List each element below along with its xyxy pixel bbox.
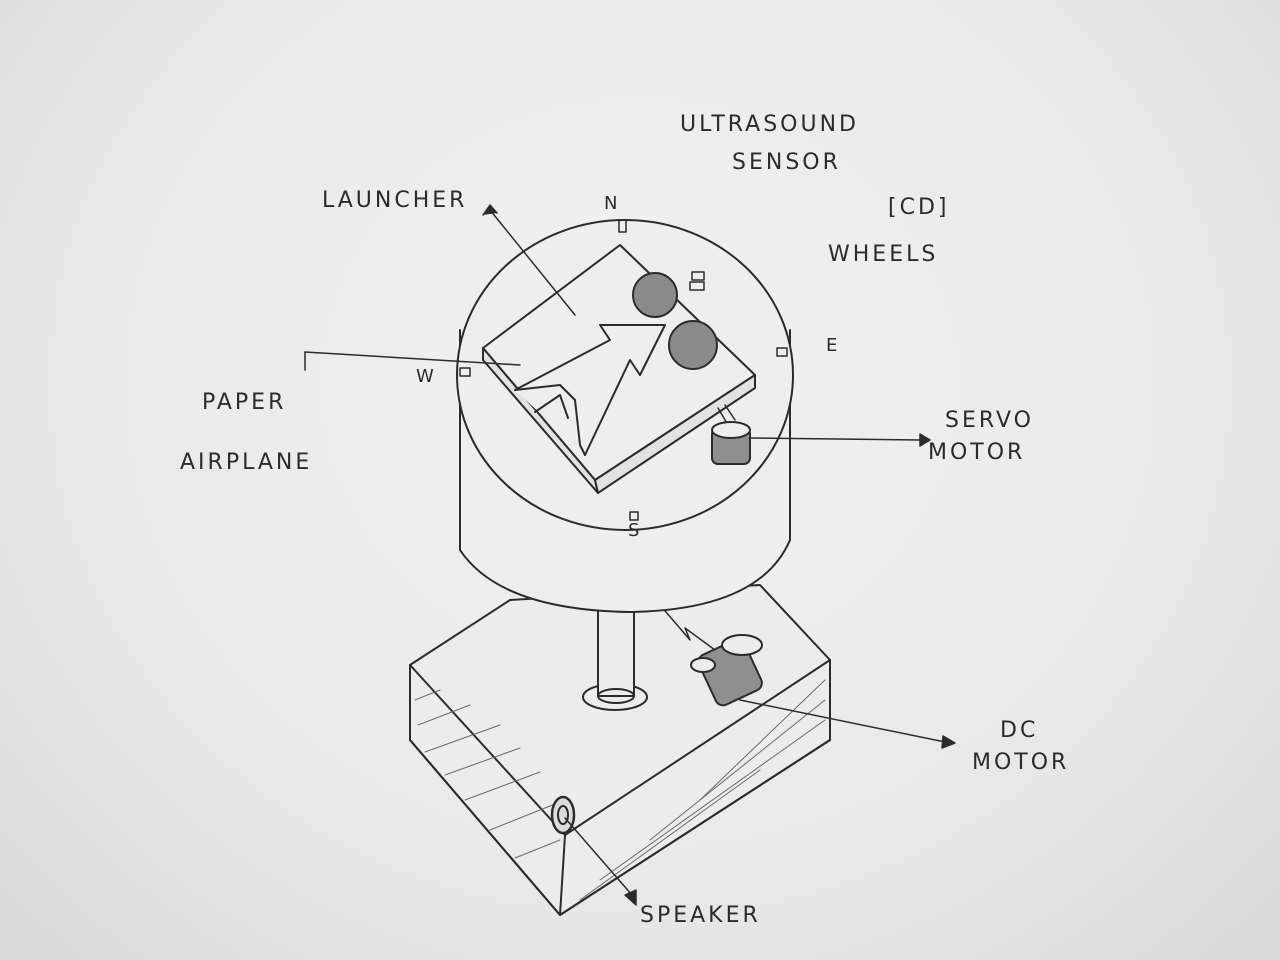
label-cd: [CD] (888, 195, 950, 220)
label-paper: Paper (202, 390, 287, 415)
compass-w: W (416, 366, 434, 387)
compass-e: E (826, 335, 838, 356)
label-airplane: Airplane (180, 450, 313, 475)
label-servo: Servo (945, 408, 1034, 433)
label-launcher: Launcher (322, 188, 468, 213)
speaker (550, 795, 576, 835)
ultrasound-sensor (689, 271, 705, 291)
label-wheels: Wheels (828, 242, 939, 267)
paper-airplane-shape (514, 324, 666, 456)
label-ultrasound: Ultrasound (680, 112, 859, 137)
label-dc: DC (1000, 718, 1039, 743)
servo-motor (711, 404, 751, 465)
compass-ticks (459, 219, 788, 521)
dc-motor (659, 604, 763, 707)
label-speaker: Speaker (640, 903, 761, 928)
label-dc-motor: Motor (972, 750, 1070, 775)
label-sensor: Sensor (732, 150, 841, 175)
compass-n: N (604, 193, 618, 214)
compass-s: S (628, 520, 640, 541)
cd-wheels (632, 271, 718, 370)
leader-lines (304, 204, 956, 906)
label-servo-motor: Motor (928, 440, 1026, 465)
base-hatching (414, 679, 826, 901)
support-pillar (582, 599, 648, 711)
